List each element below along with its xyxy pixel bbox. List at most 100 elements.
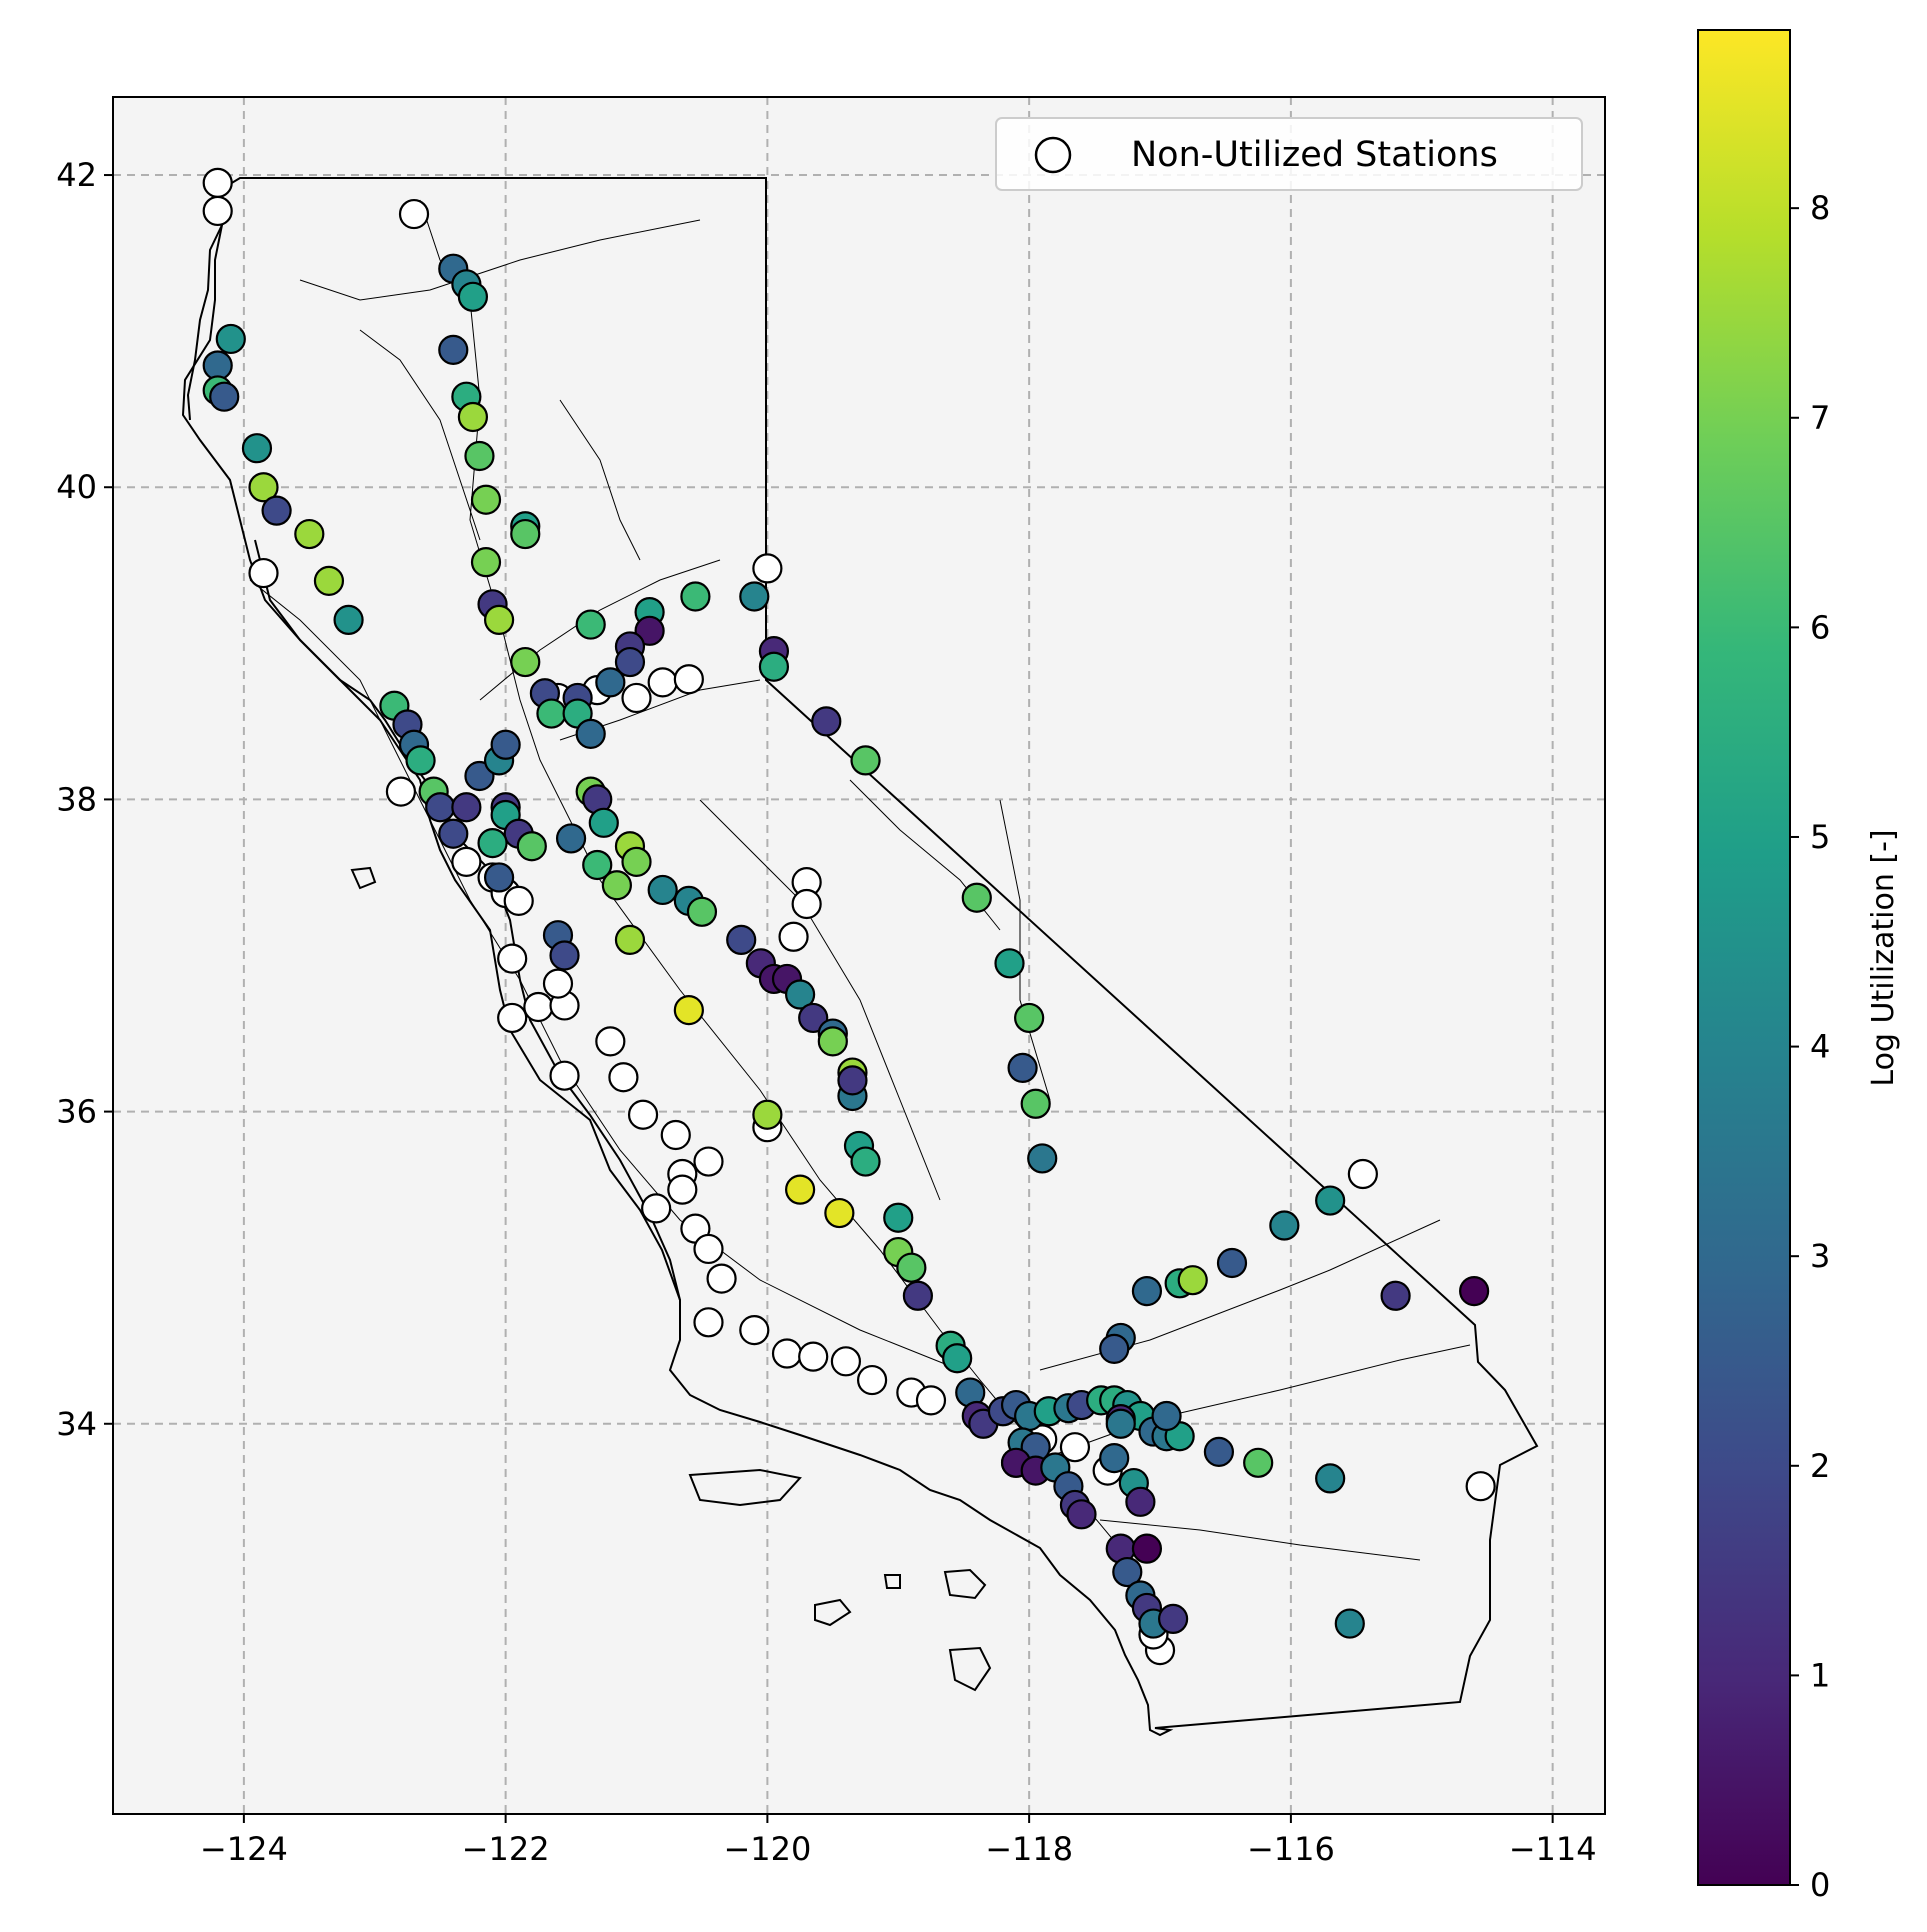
colorbar-label: Log Utilization [-] xyxy=(1866,829,1901,1086)
utilized-station xyxy=(1177,1265,1208,1296)
utilized-station xyxy=(510,646,541,678)
non-utilized-station xyxy=(398,198,430,230)
utilized-station xyxy=(726,924,757,955)
utilized-station xyxy=(464,760,495,792)
utilized-station xyxy=(1066,1499,1097,1530)
non-utilized-station xyxy=(621,682,652,714)
utilized-station xyxy=(333,604,364,636)
utilized-station xyxy=(1027,1143,1058,1174)
utilized-station xyxy=(680,581,711,612)
legend-box xyxy=(995,117,1583,191)
utilized-station xyxy=(294,518,325,550)
station-markers xyxy=(202,167,1496,1666)
non-utilized-station xyxy=(248,557,279,589)
non-utilized-station xyxy=(660,1119,691,1151)
colorbar: 0 1 2 3 4 5 6 7 8 Log Utilization [-] xyxy=(1697,29,1901,1904)
utilized-station xyxy=(457,401,489,433)
colorbar-gradient xyxy=(1697,29,1791,1886)
colorbar-tick-label: 3 xyxy=(1810,1237,1830,1275)
x-tick-label: −114 xyxy=(1509,1830,1597,1868)
utilized-station xyxy=(490,729,521,760)
utilized-station xyxy=(1020,1088,1051,1119)
utilized-station xyxy=(438,818,469,849)
utilized-station xyxy=(516,831,547,862)
utilized-station xyxy=(614,646,646,678)
utilized-station xyxy=(438,334,469,365)
utilized-station xyxy=(614,924,646,955)
utilized-station xyxy=(673,995,704,1026)
utilized-station xyxy=(824,1197,855,1229)
utilized-station xyxy=(555,823,587,854)
non-utilized-station xyxy=(385,776,417,807)
utilized-station xyxy=(1151,1400,1182,1432)
utilized-station xyxy=(850,745,881,776)
utilized-station xyxy=(215,323,246,355)
utilized-station xyxy=(1315,1185,1346,1216)
utilized-station xyxy=(510,518,541,550)
utilized-station xyxy=(1105,1408,1136,1439)
utilized-station xyxy=(464,440,495,472)
non-utilized-station xyxy=(693,1307,724,1338)
non-utilized-station xyxy=(667,1174,698,1205)
utilized-station xyxy=(1243,1447,1274,1478)
utilized-station xyxy=(261,495,292,526)
y-tick-label: 38 xyxy=(56,780,97,818)
non-utilized-station xyxy=(549,1060,580,1091)
non-utilized-station xyxy=(791,888,822,920)
utilized-station xyxy=(1380,1280,1411,1311)
utilized-station xyxy=(1334,1608,1365,1639)
utilized-station xyxy=(837,1065,868,1096)
non-utilized-station xyxy=(915,1385,947,1416)
non-utilized-station xyxy=(497,943,528,974)
colorbar-tick-label: 4 xyxy=(1810,1028,1830,1066)
utilized-station xyxy=(483,862,515,893)
utilized-station xyxy=(634,615,665,646)
utilized-station xyxy=(817,1026,848,1057)
utilized-station xyxy=(549,940,580,971)
utilized-station xyxy=(451,792,482,823)
non-utilized-station xyxy=(202,195,233,227)
non-utilized-station xyxy=(202,167,233,198)
non-utilized-station xyxy=(542,968,574,999)
non-utilized-station xyxy=(1465,1471,1496,1502)
utilized-station xyxy=(785,1174,816,1205)
utilized-station xyxy=(942,1343,973,1374)
non-utilized-station xyxy=(451,846,482,877)
non-utilized-station xyxy=(706,1263,737,1294)
non-utilized-station xyxy=(641,1193,672,1224)
non-utilized-station xyxy=(673,664,704,695)
utilized-station xyxy=(811,706,842,737)
utilized-station xyxy=(739,581,770,612)
colorbar-tick-label: 6 xyxy=(1810,608,1830,646)
non-utilized-station xyxy=(647,667,678,698)
utilized-station xyxy=(582,849,613,881)
utilized-station xyxy=(1315,1463,1346,1494)
y-tick-label: 36 xyxy=(56,1093,97,1131)
y-axis: 34 36 38 40 42 xyxy=(56,156,113,1443)
utilized-station xyxy=(896,1252,927,1283)
utilized-station xyxy=(477,828,508,859)
y-tick-label: 42 xyxy=(56,156,97,194)
utilized-station xyxy=(241,433,273,464)
non-utilized-station xyxy=(693,1233,724,1265)
non-utilized-station xyxy=(752,553,783,584)
utilized-station xyxy=(1007,1052,1038,1083)
utilized-station xyxy=(457,281,489,312)
axes-background xyxy=(113,97,1605,1814)
legend: Non-Utilized Stations xyxy=(995,117,1583,191)
x-tick-label: −120 xyxy=(723,1830,811,1868)
colorbar-tick-label: 2 xyxy=(1810,1447,1830,1485)
non-utilized-station xyxy=(693,1146,724,1177)
utilized-station xyxy=(1459,1275,1490,1307)
state-boundary xyxy=(181,177,1539,1737)
utilized-station xyxy=(752,1099,783,1130)
utilized-station xyxy=(758,651,790,682)
non-utilized-station xyxy=(608,1062,639,1093)
colorbar-ticks: 0 1 2 3 4 5 6 7 8 xyxy=(1790,189,1830,1904)
colorbar-tick-label: 8 xyxy=(1810,189,1830,227)
utilized-station xyxy=(1269,1210,1300,1241)
utilized-station xyxy=(470,547,502,578)
utilized-station xyxy=(961,882,992,913)
utilized-station xyxy=(1099,1443,1130,1474)
grid xyxy=(113,97,1605,1814)
